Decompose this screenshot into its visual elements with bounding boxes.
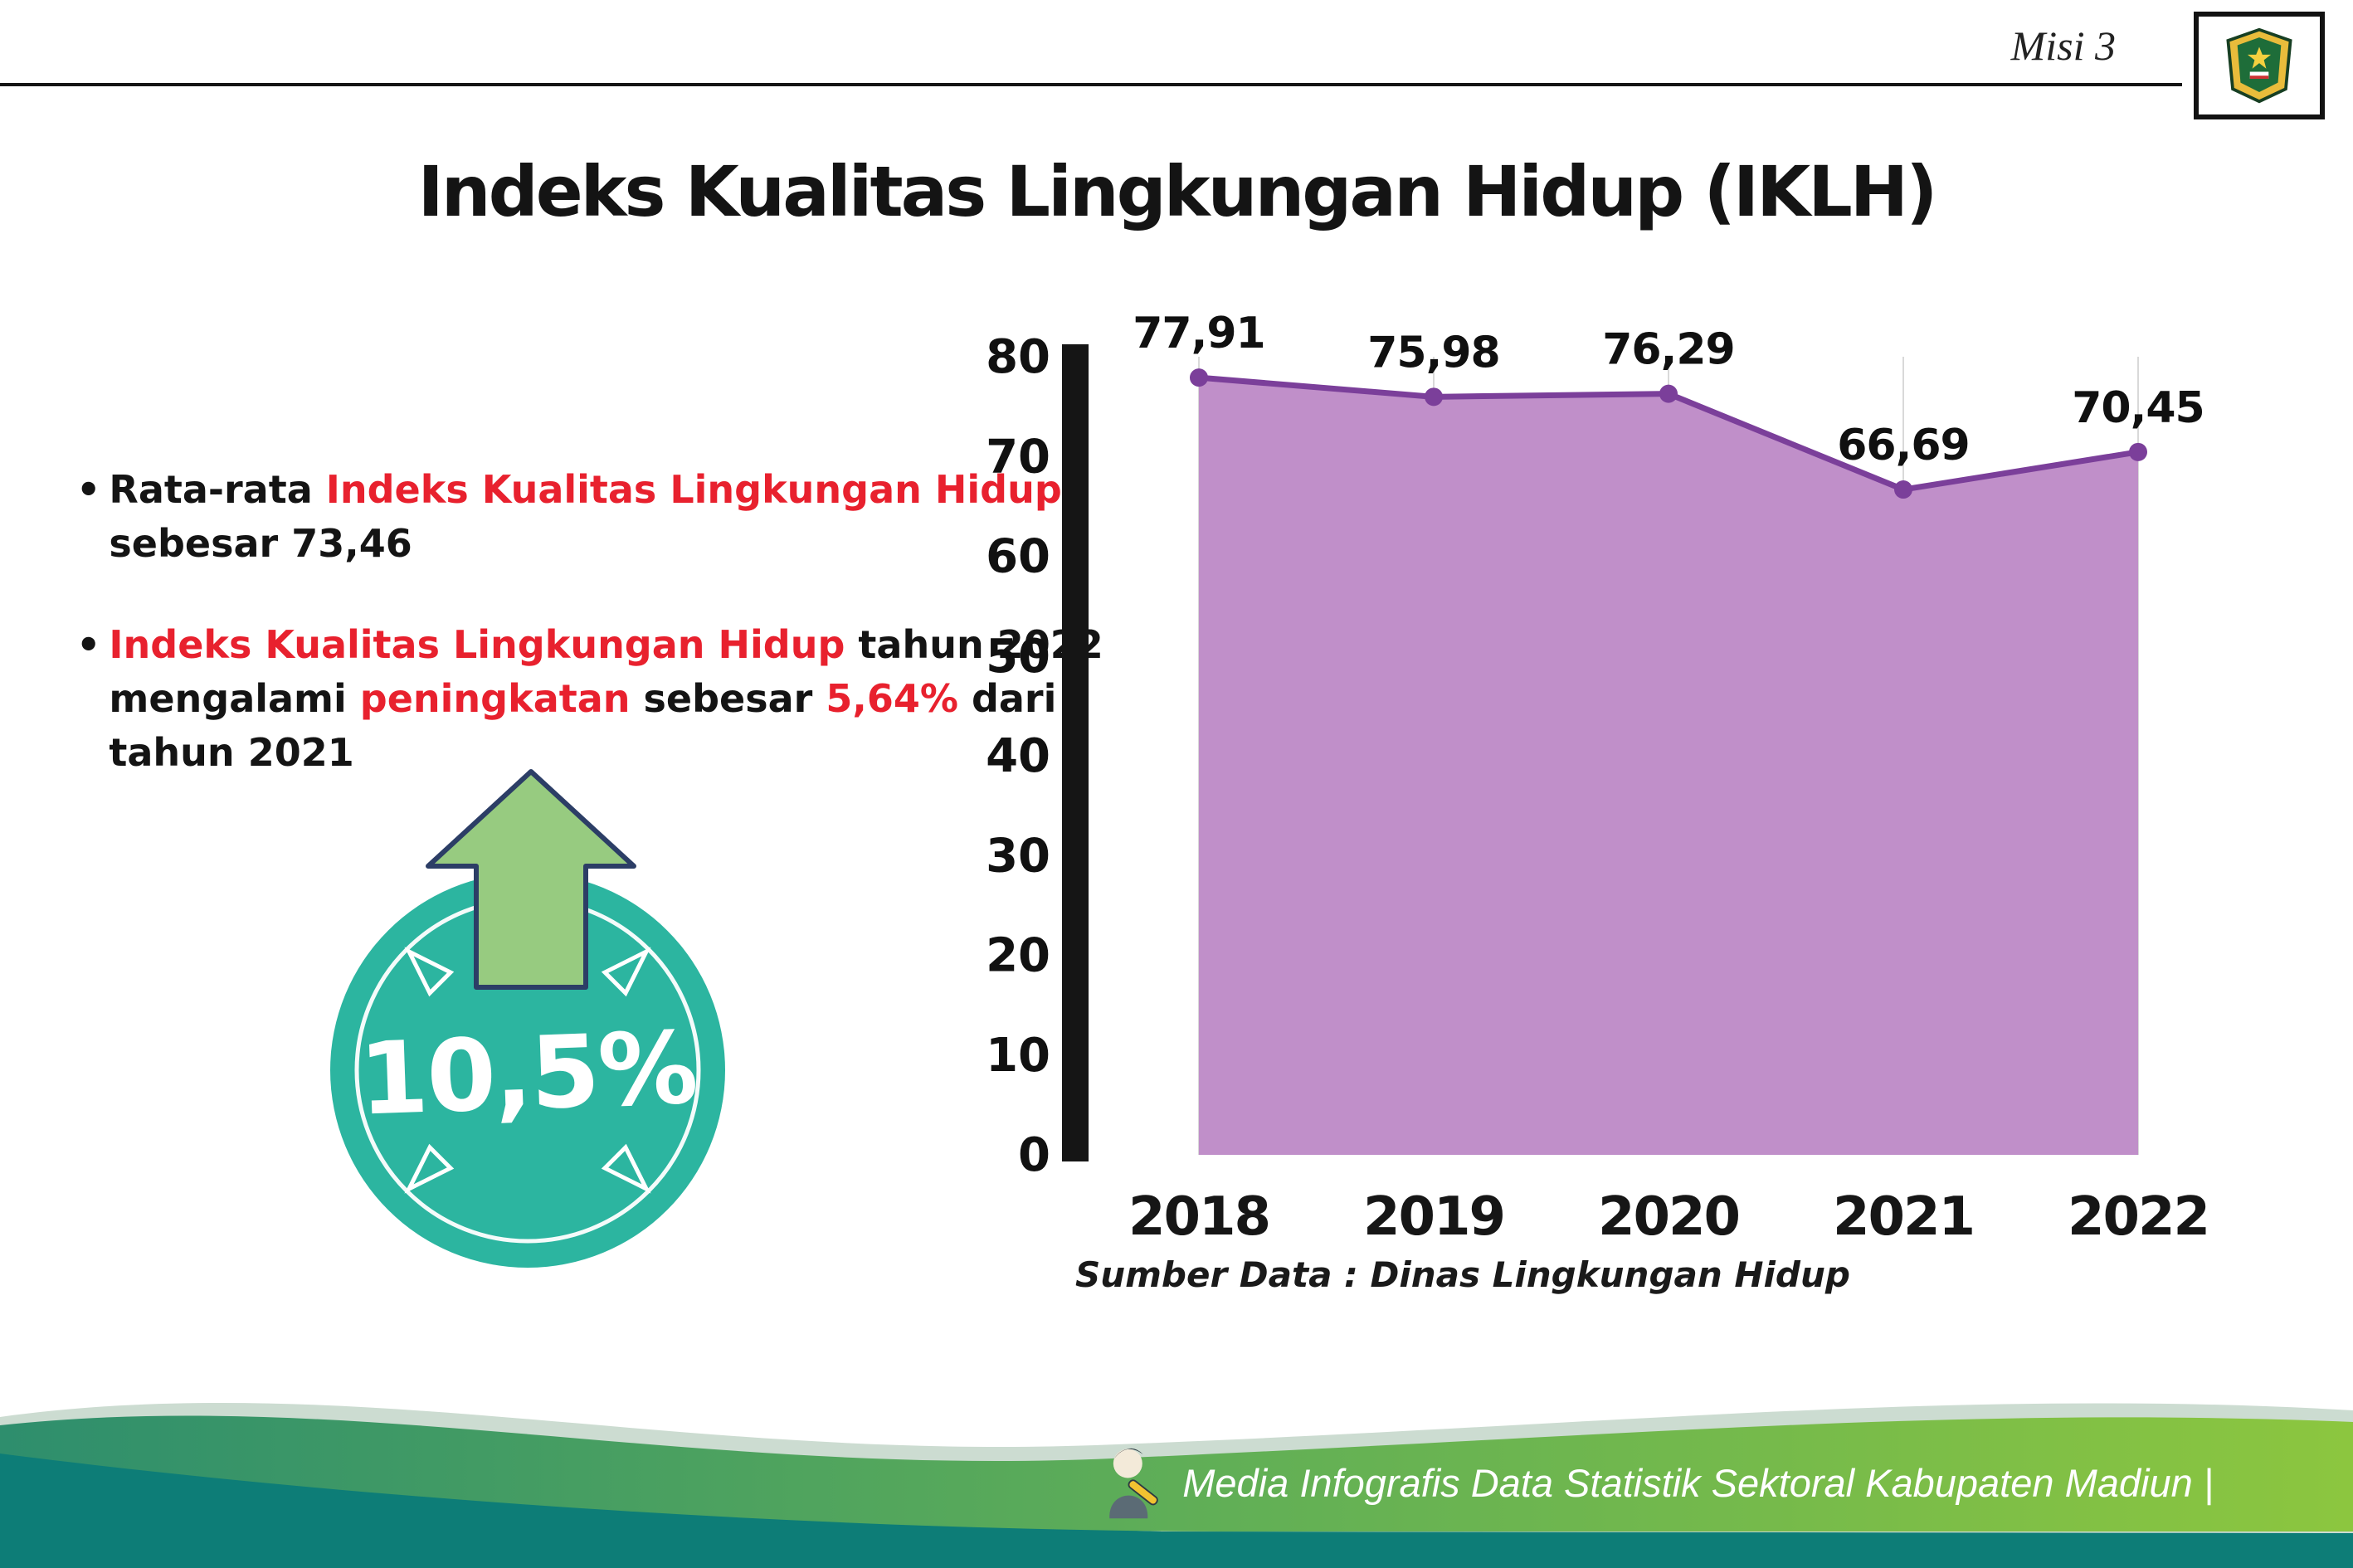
- x-tick-label: 2021: [1833, 1186, 1974, 1248]
- text-segment-highlight: peningkatan: [359, 675, 631, 721]
- iklh-chart-area: 0 10 20 30 40 50 60 70 80 2018 2019 2020 2021 2022 77,…: [979, 299, 2307, 1319]
- area-fill: [1199, 377, 2138, 1155]
- text-segment: Rata-rata: [109, 467, 326, 512]
- y-tick-label: 20: [986, 929, 1050, 983]
- footer-credit-text: Media Infografis Data Statistik Sektoral…: [1182, 1460, 2214, 1505]
- kabupaten-madiun-crest: [2226, 27, 2292, 104]
- iklh-area-chart: 0 10 20 30 40 50 60 70 80 2018 2019 2020 2021 2022 77,…: [986, 309, 2210, 1248]
- y-axis: [1062, 344, 1089, 1161]
- data-point: [1190, 368, 1208, 387]
- misi-label: Misi 3: [2010, 22, 2116, 69]
- y-tick-label: 60: [986, 530, 1050, 584]
- bullet-marker: •: [76, 467, 101, 512]
- footer-wave-dark-teal: [0, 1442, 2353, 1568]
- x-tick-label: 2020: [1598, 1186, 1739, 1248]
- bullet2-text: Indeks Kualitas Lingkungan Hidup tahun 2…: [109, 618, 1147, 781]
- mascot-icon: [1109, 1448, 1159, 1519]
- list-item: • Indeks Kualitas Lingkungan Hidup tahun…: [76, 618, 1147, 781]
- y-tick-label: 30: [986, 829, 1050, 883]
- header-divider: [0, 83, 2182, 86]
- data-point: [2129, 442, 2147, 461]
- x-tick-label: 2018: [1128, 1186, 1269, 1248]
- footer: Media Infografis Data Statistik Sektoral…: [0, 1336, 2353, 1568]
- data-source-caption: Sumber Data : Dinas Lingkungan Hidup: [1075, 1254, 1850, 1295]
- x-tick-label: 2019: [1363, 1186, 1504, 1248]
- bullet-marker: •: [76, 621, 101, 667]
- page-title: Indeks Kualitas Lingkungan Hidup (IKLH): [417, 151, 1938, 233]
- data-point: [1659, 384, 1678, 403]
- data-label: 75,98: [1367, 328, 1499, 377]
- data-point: [1894, 480, 1912, 499]
- footer-waves: [0, 1402, 2353, 1568]
- y-tick-label: 40: [986, 729, 1050, 783]
- data-label: 77,91: [1133, 309, 1264, 358]
- data-label: 70,45: [2072, 383, 2204, 433]
- data-point: [1425, 387, 1443, 407]
- text-segment-highlight: 5,64%: [826, 675, 958, 721]
- increase-percentage-value: 10,5%: [357, 1010, 699, 1138]
- text-segment: dari tahun 2021: [109, 675, 1057, 776]
- text-segment: sebesar: [630, 675, 826, 721]
- text-segment: sebesar 73,46: [109, 521, 412, 567]
- y-tick-label: 80: [986, 330, 1050, 384]
- up-arrow-icon: [425, 768, 637, 996]
- y-tick-label: 0: [1018, 1128, 1050, 1182]
- y-tick-label: 10: [986, 1029, 1050, 1083]
- kabupaten-madiun-logo: [2194, 12, 2325, 119]
- y-tick-label: 50: [986, 630, 1050, 684]
- key-points-list: • Rata-rata Indeks Kualitas Lingkungan H…: [76, 463, 1147, 781]
- footer-credit-row: Media Infografis Data Statistik Sektoral…: [1093, 1440, 2214, 1525]
- text-segment-highlight: Indeks Kualitas Lingkungan Hidup: [109, 621, 845, 667]
- bullet1-text: Rata-rata Indeks Kualitas Lingkungan Hid…: [109, 463, 1147, 572]
- y-tick-label: 70: [986, 430, 1050, 484]
- text-segment-highlight: Indeks Kualitas Lingkungan Hidup: [325, 467, 1062, 512]
- data-label: 76,29: [1602, 325, 1734, 375]
- data-label: 66,69: [1837, 421, 1969, 470]
- footer-wave-green: [0, 1415, 2353, 1531]
- list-item: • Rata-rata Indeks Kualitas Lingkungan H…: [76, 463, 1147, 572]
- x-tick-label: 2022: [2068, 1186, 2209, 1248]
